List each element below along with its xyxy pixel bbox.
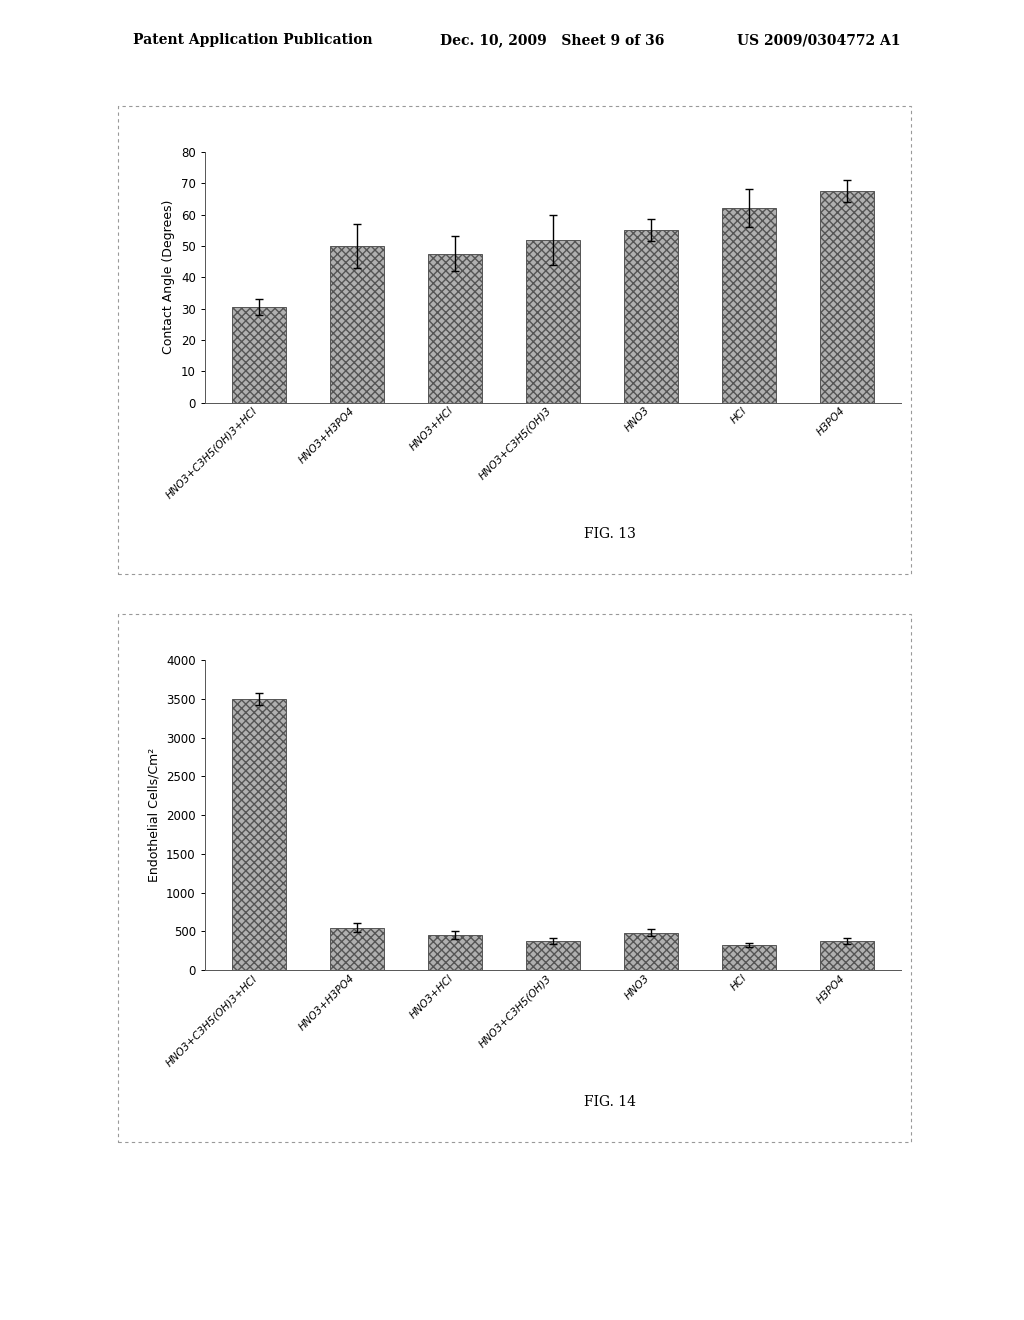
Bar [722, 945, 776, 970]
Text: FIG. 13: FIG. 13 [584, 527, 636, 541]
Text: Dec. 10, 2009   Sheet 9 of 36: Dec. 10, 2009 Sheet 9 of 36 [440, 33, 665, 48]
Bar [722, 209, 776, 403]
Bar [330, 928, 384, 970]
Bar [820, 191, 874, 403]
Text: FIG. 14: FIG. 14 [584, 1094, 636, 1109]
Bar [624, 230, 678, 403]
Bar [330, 246, 384, 403]
Bar [526, 240, 580, 403]
Bar [526, 941, 580, 970]
Bar [231, 698, 286, 970]
Bar [428, 253, 482, 403]
Bar [820, 941, 874, 970]
Text: US 2009/0304772 A1: US 2009/0304772 A1 [737, 33, 901, 48]
Y-axis label: Contact Angle (Degrees): Contact Angle (Degrees) [163, 201, 175, 354]
Bar [231, 308, 286, 403]
Bar [624, 933, 678, 970]
Text: Patent Application Publication: Patent Application Publication [133, 33, 373, 48]
Bar [428, 936, 482, 970]
Y-axis label: Endothelial Cells/Cm²: Endothelial Cells/Cm² [147, 748, 161, 882]
